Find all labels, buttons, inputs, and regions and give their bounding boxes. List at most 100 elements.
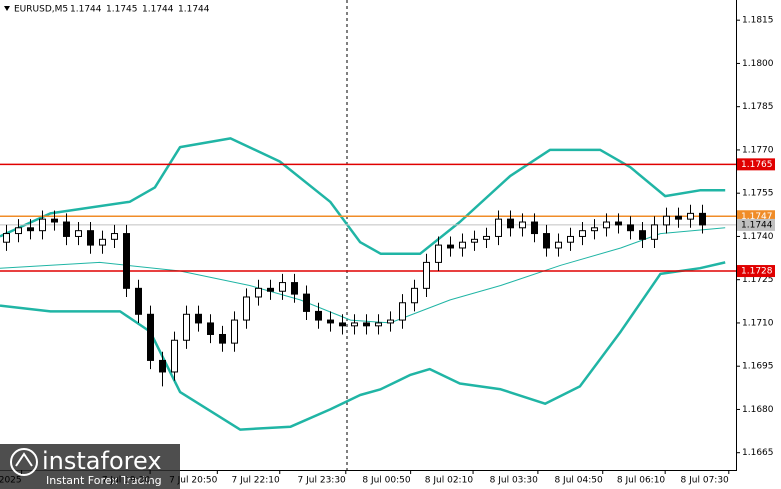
- menu-triangle[interactable]: [4, 6, 10, 11]
- bollinger-band: [0, 261, 726, 431]
- ohlc-value: 1.1744: [178, 5, 210, 15]
- candle-body: [171, 339, 178, 373]
- x-tick-label: 7 Jul 22:10: [232, 476, 281, 486]
- price-label: 1.1744: [741, 220, 773, 230]
- symbol: EURUSD,M5: [14, 5, 68, 15]
- watermark-logo: [15, 452, 33, 467]
- price-label-box: [737, 265, 775, 278]
- bollinger-band: [0, 137, 726, 255]
- candle-body: [231, 319, 238, 344]
- x-tick-label: 7 Jul 19:30: [102, 476, 151, 486]
- price-label: 1.1728: [741, 267, 773, 277]
- candle-body: [531, 221, 538, 235]
- candle-body: [495, 218, 502, 237]
- ohlc-value: 1.1745: [106, 5, 138, 15]
- candle-body: [279, 282, 286, 292]
- candle-body: [3, 233, 10, 243]
- x-tick-label: 7 Jul 23:30: [298, 476, 347, 486]
- price-label-box: [737, 158, 775, 171]
- y-tick-label: 1.1740: [742, 232, 774, 242]
- candle-body: [687, 212, 694, 220]
- candle-body: [411, 287, 418, 304]
- candle-body: [471, 238, 478, 243]
- candle-body: [339, 322, 346, 327]
- candle-body: [447, 244, 454, 249]
- candle-body: [699, 212, 706, 226]
- y-tick-label: 1.1800: [742, 59, 774, 69]
- candle-body: [375, 322, 382, 327]
- y-tick-label: 1.1770: [742, 145, 774, 155]
- ohlc-value: 1.1744: [70, 5, 102, 15]
- candle-body: [39, 218, 46, 232]
- candle-body: [147, 313, 154, 361]
- candle-body: [123, 233, 130, 289]
- y-tick-label: 1.1710: [742, 318, 774, 328]
- candle-body: [99, 238, 106, 246]
- y-tick-label: 1.1695: [742, 362, 774, 372]
- x-tick-label: 8 Jul 06:10: [617, 476, 666, 486]
- candle-body: [567, 235, 574, 243]
- candle-body: [255, 287, 262, 298]
- candle-body: [483, 235, 490, 240]
- y-tick-label: 1.1665: [742, 448, 774, 458]
- x-tick-label: 8 Jul 04:50: [554, 476, 603, 486]
- candle-body: [627, 224, 634, 232]
- y-tick-label: 1.1680: [742, 405, 774, 415]
- y-tick-label: 1.1815: [742, 16, 774, 26]
- price-label-box: [737, 218, 775, 231]
- watermark: instaforex Instant Forex Trading: [0, 444, 180, 489]
- watermark-brand: instaforex: [42, 447, 162, 475]
- candle-body: [639, 230, 646, 240]
- candle-body: [183, 313, 190, 341]
- candle-body: [111, 233, 118, 240]
- x-tick-label: 7 Jul 20:50: [169, 476, 218, 486]
- candle-body: [75, 230, 82, 237]
- x-tick-label: 8 Jul 07:30: [681, 476, 730, 486]
- price-label: 1.1765: [741, 160, 773, 170]
- watermark-logo: [10, 448, 38, 476]
- candle-body: [651, 224, 658, 240]
- y-tick-label: 1.1725: [742, 275, 774, 285]
- candle-body: [63, 221, 70, 237]
- watermark-slogan: Instant Forex Trading: [46, 474, 162, 487]
- x-tick-label: 7 Jul 2025: [0, 476, 22, 486]
- candle-body: [135, 287, 142, 315]
- candle-body: [51, 218, 58, 223]
- candle-body: [579, 230, 586, 237]
- candle-body: [207, 322, 214, 335]
- candle-body: [315, 310, 322, 321]
- candle-body: [243, 296, 250, 321]
- candle-body: [27, 227, 34, 232]
- candle-body: [303, 293, 310, 312]
- plot-area: [0, 137, 736, 431]
- candle-body: [159, 359, 166, 373]
- candle-body: [543, 233, 550, 249]
- candle-body: [423, 261, 430, 289]
- price-label: 1.1747: [741, 212, 773, 222]
- candle-body: [591, 227, 598, 232]
- candle-body: [615, 221, 622, 226]
- candle-body: [87, 230, 94, 246]
- candle-body: [219, 333, 226, 344]
- candle-body: [195, 313, 202, 324]
- candle-body: [603, 221, 610, 229]
- candle-body: [675, 215, 682, 220]
- candle-body: [555, 241, 562, 249]
- candle-body: [519, 221, 526, 229]
- candle-body: [435, 244, 442, 263]
- candle-body: [267, 287, 274, 292]
- candle-body: [351, 322, 358, 327]
- y-tick-label: 1.1785: [742, 102, 774, 112]
- candle-body: [663, 215, 670, 226]
- ohlc-value: 1.1744: [142, 5, 174, 15]
- candle-body: [387, 319, 394, 324]
- y-tick-label: 1.1755: [742, 189, 774, 199]
- candle-body: [363, 322, 370, 327]
- candle-body: [327, 319, 334, 324]
- candle-body: [291, 282, 298, 295]
- x-tick-label: 8 Jul 03:30: [490, 476, 539, 486]
- x-tick-label: 8 Jul 00:50: [362, 476, 411, 486]
